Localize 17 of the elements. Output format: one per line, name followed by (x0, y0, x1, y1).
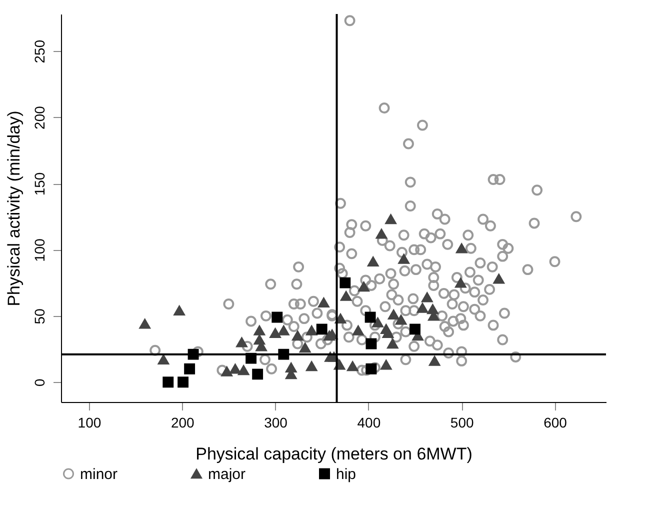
y-tick-label: 100 (32, 238, 48, 262)
y-tick-label: 200 (32, 106, 48, 130)
y-tick-label: 250 (32, 40, 48, 64)
y-tick-label: 50 (32, 308, 48, 324)
legend-label: major (208, 466, 246, 483)
x-tick-label: 500 (450, 414, 474, 430)
x-tick-label: 100 (78, 414, 102, 430)
legend-label: hip (336, 466, 356, 483)
x-tick-label: 600 (544, 414, 568, 430)
x-tick-label: 200 (170, 414, 195, 430)
x-tick-label: 400 (357, 414, 381, 430)
y-axis-title: Physical activity (min/day) (4, 110, 24, 306)
y-tick-label: 150 (32, 172, 48, 196)
x-axis-title: Physical capacity (meters on 6MWT) (196, 444, 472, 464)
y-tick-label: 0 (32, 378, 48, 387)
legend-label: minor (80, 466, 118, 483)
x-tick-label: 300 (264, 414, 288, 430)
